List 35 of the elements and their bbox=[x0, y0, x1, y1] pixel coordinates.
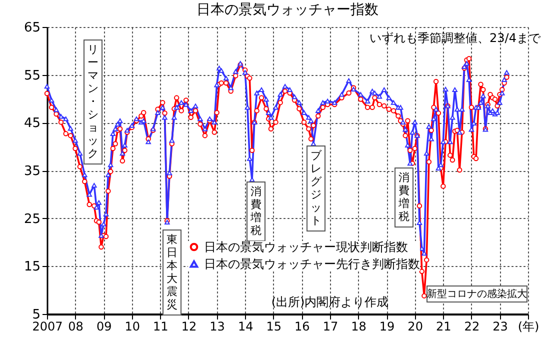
y-tick-label: 25 bbox=[24, 212, 40, 227]
x-tick-label: 12 bbox=[181, 320, 197, 334]
y-tick-label: 55 bbox=[24, 68, 40, 84]
x-tick-label: 2007 bbox=[32, 320, 63, 334]
y-tick-label: 45 bbox=[24, 116, 40, 132]
y-tick-label: 65 bbox=[24, 20, 40, 36]
y-tick-label: 5 bbox=[32, 308, 40, 322]
x-tick-label: 22 bbox=[464, 320, 480, 334]
x-tick-label: 08 bbox=[68, 320, 84, 334]
x-tick-label: 10 bbox=[124, 320, 140, 334]
annotation: 東日本大震災 bbox=[166, 233, 178, 311]
x-tick-label: 20 bbox=[408, 320, 423, 334]
x-tick-label: 18 bbox=[351, 320, 366, 334]
x-tick-label: 19 bbox=[379, 320, 395, 334]
legend-label: 日本の景気ウォッチャー先行き判断指数 bbox=[204, 257, 420, 271]
chart-title: 日本の景気ウォッチャー指数 bbox=[196, 2, 378, 18]
y-tick-label: 15 bbox=[24, 260, 40, 275]
text: リーマン・ショック bbox=[88, 43, 98, 160]
x-tick-label: 21 bbox=[436, 320, 452, 334]
annotation: 消費増税 bbox=[250, 185, 262, 237]
x-tick-label: 14 bbox=[238, 320, 254, 334]
x-tick-label: 11 bbox=[153, 320, 168, 334]
x-tick-label: 17 bbox=[322, 320, 338, 334]
y-tick-label: 35 bbox=[24, 164, 40, 179]
annotation: 消費増税 bbox=[398, 171, 410, 223]
x-tick-label: 23 bbox=[492, 320, 508, 334]
annotation: ブレグジット bbox=[310, 149, 322, 227]
annotation: いずれも季節調整値、23/4まで bbox=[370, 31, 542, 45]
x-tick-label: 09 bbox=[96, 320, 112, 334]
legend-label: 日本の景気ウォッチャー現状判断指数 bbox=[204, 240, 408, 254]
x-tick-label: 13 bbox=[210, 320, 225, 334]
x-tick-label: 16 bbox=[294, 320, 310, 334]
x-tick-label: (年) bbox=[518, 320, 540, 334]
x-tick-label: 15 bbox=[266, 320, 282, 334]
annotation: (出所)内閣府より作成 bbox=[271, 295, 389, 309]
